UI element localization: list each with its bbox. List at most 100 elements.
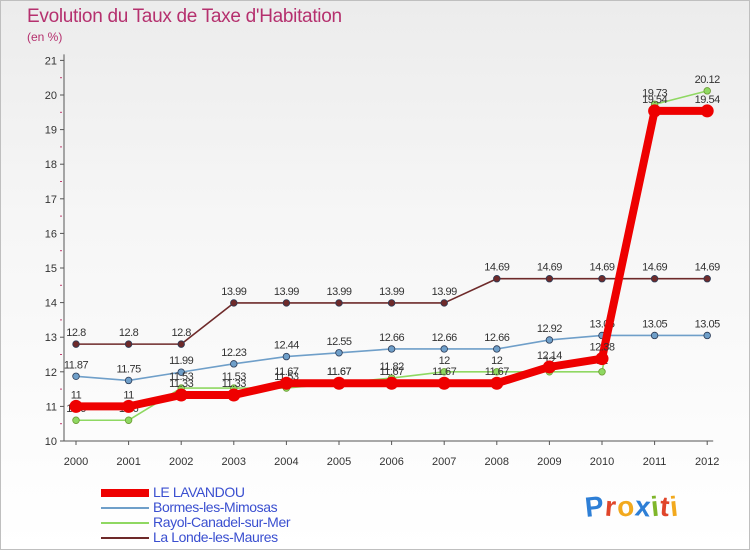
x-tick-label: 2011 xyxy=(643,456,667,468)
data-label-la-londe-les-maures: 12.8 xyxy=(171,327,191,339)
data-label-le-lavandou: 11.67 xyxy=(274,366,299,378)
data-label-bormes-les-mimosas: 11.99 xyxy=(169,355,194,367)
x-tick-label: 2007 xyxy=(432,456,456,468)
data-point-la-londe-les-maures xyxy=(440,299,448,307)
data-label-bormes-les-mimosas: 13.05 xyxy=(642,318,667,330)
data-point-bormes-les-mimosas xyxy=(177,368,185,376)
data-point-bormes-les-mimosas xyxy=(440,345,448,353)
data-label-le-lavandou: 19.54 xyxy=(642,94,667,106)
y-tick-label: 17 xyxy=(45,194,57,206)
data-label-rayol-canadel-sur-mer: 12 xyxy=(491,355,503,367)
data-point-rayol-canadel-sur-mer xyxy=(72,416,80,424)
data-point-bormes-les-mimosas xyxy=(545,336,554,344)
data-point-la-londe-les-maures xyxy=(387,299,396,307)
data-label-le-lavandou: 11.67 xyxy=(327,366,352,378)
data-label-la-londe-les-maures: 13.99 xyxy=(379,286,404,298)
data-label-bormes-les-mimosas: 11.75 xyxy=(116,363,141,375)
data-label-la-londe-les-maures: 13.99 xyxy=(326,286,351,298)
data-label-la-londe-les-maures: 13.99 xyxy=(221,286,246,298)
x-tick-label: 2008 xyxy=(485,456,509,468)
data-label-rayol-canadel-sur-mer: 20.12 xyxy=(695,74,720,86)
data-point-le-lavandou xyxy=(437,376,451,390)
data-label-la-londe-les-maures: 14.69 xyxy=(537,262,562,274)
y-tick-label: 14 xyxy=(45,298,57,310)
data-label-la-londe-les-maures: 13.99 xyxy=(432,286,457,298)
data-point-la-londe-les-maures xyxy=(177,340,185,348)
data-point-le-lavandou xyxy=(279,376,293,390)
data-point-le-lavandou xyxy=(174,388,188,402)
data-point-la-londe-les-maures xyxy=(598,275,606,283)
legend-label: LE LAVANDOU xyxy=(153,484,245,500)
data-point-bormes-les-mimosas xyxy=(230,360,238,368)
data-point-le-lavandou xyxy=(69,399,83,413)
y-tick-label: 19 xyxy=(45,125,57,137)
x-tick-label: 2012 xyxy=(695,456,719,468)
x-tick-label: 2006 xyxy=(379,456,403,468)
data-label-le-lavandou: 11.67 xyxy=(379,366,404,378)
data-point-la-londe-les-maures xyxy=(545,275,554,283)
data-label-rayol-canadel-sur-mer: 11.82 xyxy=(379,361,404,373)
legend-label: Rayol-Canadel-sur-Mer xyxy=(153,514,291,530)
data-label-la-londe-les-maures: 14.69 xyxy=(642,262,667,274)
data-point-la-londe-les-maures xyxy=(493,275,501,283)
data-label-le-lavandou: 11.67 xyxy=(485,366,510,378)
data-label-la-londe-les-maures: 13.99 xyxy=(274,286,299,298)
legend-label: Bormes-les-Mimosas xyxy=(153,499,278,515)
data-point-le-lavandou xyxy=(332,376,346,390)
data-label-rayol-canadel-sur-mer: 12 xyxy=(439,355,451,367)
y-tick-label: 20 xyxy=(45,90,57,102)
data-point-le-lavandou xyxy=(648,104,662,118)
data-label-le-lavandou: 11.67 xyxy=(432,366,457,378)
line-chart-plot: 10 11 12 13 14 15 16 17 18 19 20 21 2000 2001 2002 2003… xyxy=(45,54,721,468)
x-tick-label: 2000 xyxy=(64,456,88,468)
legend-label: La Londe-les-Maures xyxy=(153,529,278,545)
data-label-la-londe-les-maures: 12.8 xyxy=(66,327,86,339)
chart-title: Evolution du Taux de Taxe d'Habitation xyxy=(27,6,342,27)
data-point-le-lavandou xyxy=(700,104,714,118)
legend-swatch xyxy=(101,522,149,524)
data-point-la-londe-les-maures xyxy=(335,299,343,307)
data-point-bormes-les-mimosas xyxy=(124,376,133,385)
data-point-le-lavandou xyxy=(122,399,136,413)
data-point-le-lavandou xyxy=(385,376,399,390)
x-tick-label: 2004 xyxy=(274,456,298,468)
data-label-bormes-les-mimosas: 11.87 xyxy=(64,359,89,371)
data-label-bormes-les-mimosas: 12.66 xyxy=(432,332,457,344)
data-point-bormes-les-mimosas xyxy=(493,345,501,353)
data-point-rayol-canadel-sur-mer xyxy=(124,416,133,424)
data-label-rayol-canadel-sur-mer: 11.53 xyxy=(169,371,194,383)
y-tick-label: 21 xyxy=(45,55,57,67)
data-point-bormes-les-mimosas xyxy=(387,345,396,353)
data-label-bormes-les-mimosas: 13.05 xyxy=(695,318,720,330)
x-tick-label: 2005 xyxy=(327,456,351,468)
data-point-la-londe-les-maures xyxy=(703,275,711,283)
legend-swatch xyxy=(101,537,149,539)
data-label-le-lavandou: 19.54 xyxy=(695,94,720,106)
data-label-bormes-les-mimosas: 12.55 xyxy=(326,336,351,348)
data-label-le-lavandou: 11.33 xyxy=(169,378,194,390)
y-tick-label: 16 xyxy=(45,228,57,240)
data-label-bormes-les-mimosas: 12.23 xyxy=(221,347,246,359)
y-tick-label: 13 xyxy=(45,332,57,344)
y-tick-label: 12 xyxy=(45,367,57,379)
legend-swatch xyxy=(101,489,149,497)
data-label-rayol-canadel-sur-mer: 11.67 xyxy=(327,366,352,378)
data-label-le-lavandou: 11 xyxy=(123,389,134,401)
data-label-bormes-les-mimosas: 12.66 xyxy=(379,332,404,344)
data-point-rayol-canadel-sur-mer xyxy=(440,368,448,376)
data-label-rayol-canadel-sur-mer: 11.53 xyxy=(222,371,247,383)
x-tick-label: 2009 xyxy=(537,456,561,468)
data-point-rayol-canadel-sur-mer xyxy=(703,87,711,95)
data-point-bormes-les-mimosas xyxy=(72,372,80,380)
y-tick-label: 15 xyxy=(45,263,57,275)
y-tick-label: 11 xyxy=(46,401,57,413)
x-tick-label: 2003 xyxy=(222,456,246,468)
data-label-bormes-les-mimosas: 12.66 xyxy=(484,332,509,344)
data-label-la-londe-les-maures: 14.69 xyxy=(484,262,509,274)
data-label-la-londe-les-maures: 14.69 xyxy=(589,262,614,274)
y-axis-unit-label: (en %) xyxy=(27,30,63,44)
data-point-bormes-les-mimosas xyxy=(650,331,659,340)
x-tick-label: 2010 xyxy=(590,456,614,468)
y-tick-label: 10 xyxy=(45,436,57,448)
